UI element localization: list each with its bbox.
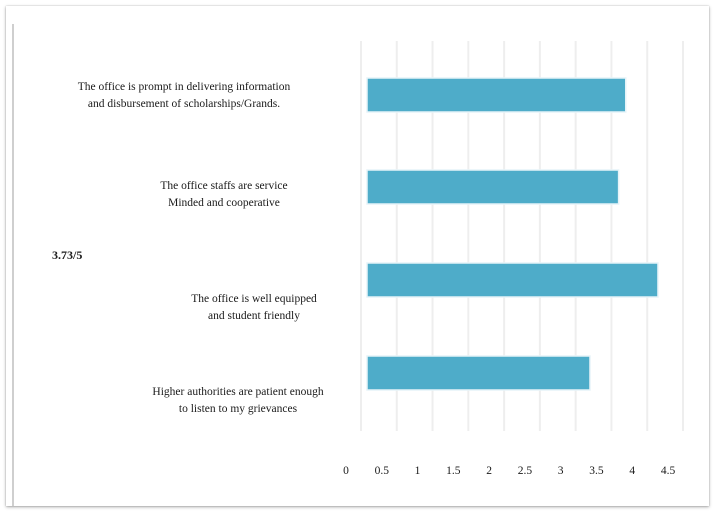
bar-chart: 0 0.5 1 1.5 2 2.5 3 3.5 4 4.5	[343, 41, 684, 477]
x-tick-label-8: 4	[629, 465, 635, 477]
chart-frame: 0 0.5 1 1.5 2 2.5 3 3.5 4 4.5 The office is promp…	[6, 6, 709, 506]
x-tick-label-2: 1	[415, 465, 421, 477]
category-label-3: Higher authorities are patient enough to…	[152, 386, 324, 415]
bar-0	[366, 77, 627, 113]
x-tick-label-5: 2.5	[518, 465, 533, 477]
x-tick-label-7: 3.5	[589, 465, 604, 477]
category-label-0: The office is prompt in delivering infor…	[77, 81, 291, 110]
x-tick-label-6: 3	[558, 465, 564, 477]
x-tick-label-1: 0.5	[375, 465, 390, 477]
category-label-1: The office staffs are service Minded and…	[160, 180, 288, 209]
bar-1	[366, 169, 620, 205]
x-tick-label-3: 1.5	[446, 465, 461, 477]
x-tick-label-9: 4.5	[661, 465, 676, 477]
category-label-2: The office is well equipped and student …	[191, 293, 317, 322]
score-label: 3.73/5	[52, 248, 83, 262]
bar-3	[366, 355, 591, 391]
x-tick-label-4: 2	[486, 465, 492, 477]
x-tick-label-0: 0	[343, 465, 349, 477]
bar-2	[366, 262, 659, 298]
